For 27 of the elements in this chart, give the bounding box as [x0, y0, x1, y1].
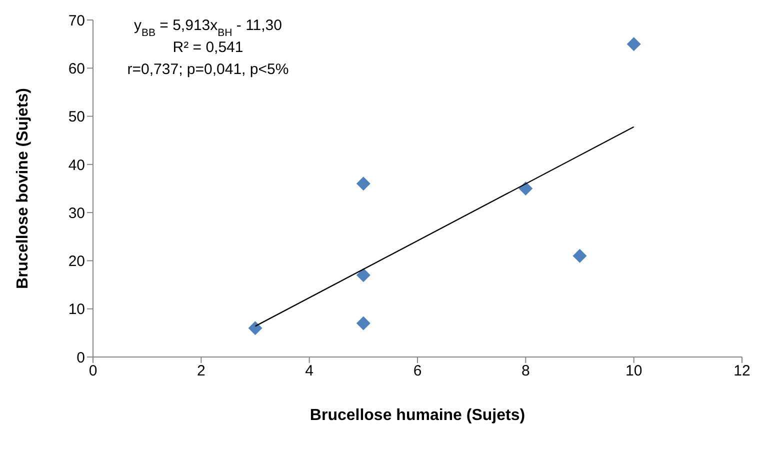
x-tick-label: 8: [521, 362, 530, 380]
y-tick-label: 40: [68, 156, 85, 174]
x-tick-label: 4: [305, 362, 314, 380]
point: [356, 316, 370, 330]
y-tick-label: 30: [68, 204, 85, 222]
point: [248, 321, 262, 336]
point: [572, 248, 587, 263]
y-tick-label: 50: [68, 108, 85, 126]
y-tick-label: 0: [76, 349, 85, 366]
y-tick-label: 20: [68, 253, 85, 270]
point: [356, 268, 370, 282]
annotation: y$_{BB}$ = 5,913x$_{BH}$ - 11,30: [134, 17, 282, 39]
y-tick-label: 70: [68, 12, 85, 30]
x-tick-label: 0: [88, 362, 98, 380]
x-tick-label: 2: [196, 362, 206, 380]
y-tick-label: 10: [68, 301, 85, 318]
x-tick-label: 10: [625, 362, 642, 380]
y-axis-title: Brucellose bovine (Sujets): [14, 88, 32, 289]
y-tick-label: 60: [68, 60, 85, 78]
point: [518, 182, 533, 196]
x-axis-title: Brucellose humaine (Sujets): [310, 407, 526, 424]
point: [626, 37, 641, 52]
x-tick-label: 6: [413, 362, 422, 380]
annotation: r=0,737; p=0,041, p<5%: [127, 61, 289, 78]
point: [356, 176, 370, 191]
annotation: R² = 0,541: [172, 39, 244, 56]
x-tick-label: 12: [734, 362, 750, 380]
